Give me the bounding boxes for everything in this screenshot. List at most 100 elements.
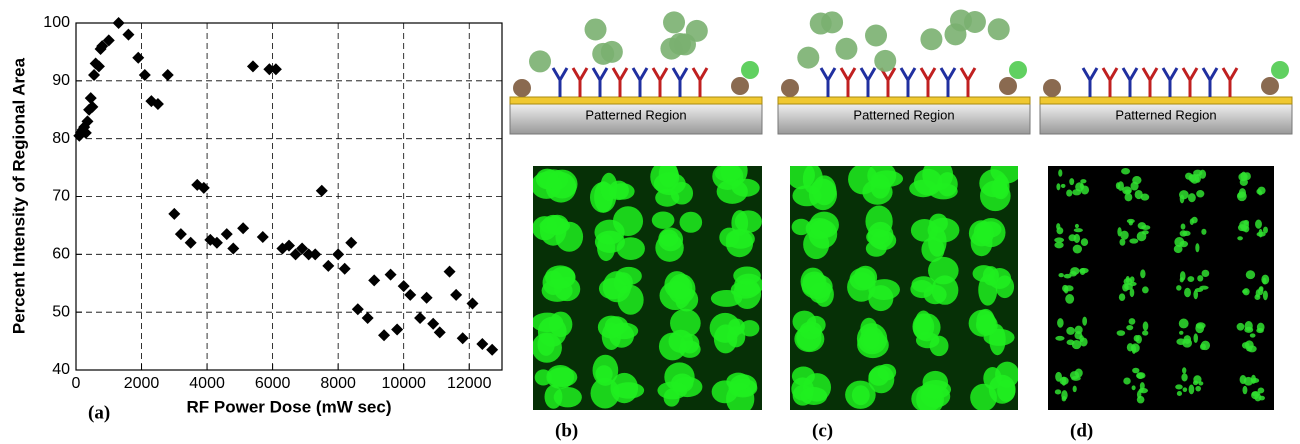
fluorescence [1202,270,1210,277]
fluorescence [1058,273,1063,277]
fluorescence [1258,387,1265,393]
fluorescence [650,161,679,193]
fluorescence [1189,384,1195,394]
point [168,208,180,220]
antibody [861,68,875,97]
fluorescence [1123,378,1130,385]
fluorescence [532,333,562,363]
point [486,344,498,356]
protein [1271,61,1289,79]
fluorescence [921,380,951,399]
fluorescence [1056,223,1060,230]
fluorescence [1055,389,1061,394]
fluorescence [1263,290,1268,300]
point [434,326,446,338]
panel-label: (a) [88,402,110,423]
fluorescence [1055,336,1064,341]
fluorescence [863,329,880,350]
point [257,231,269,243]
panel-label: (c) [812,420,833,441]
fluorescence [1181,224,1186,230]
fluorescence [866,229,889,245]
fluorescence [1081,238,1088,246]
fluorescence [1245,321,1253,331]
fluorescence [1069,271,1076,276]
fluorescence [1073,386,1077,393]
fluorescence [1241,224,1247,231]
protein [1043,79,1061,97]
x-tick-label: 8000 [320,375,356,392]
fluorescence [1130,276,1135,282]
point [139,69,151,81]
fluorescence [1194,333,1198,343]
gold-layer [510,97,762,104]
fluorescence [849,268,875,291]
fluorescence [680,212,703,233]
fluorescence [1177,391,1182,396]
fluorescence [1237,191,1247,201]
fluorescence [546,215,568,236]
point [427,318,439,330]
schematic-label: Patterned Region [585,107,686,122]
protein [529,50,551,72]
antibody [573,68,587,97]
fluorescence [726,373,750,391]
fluorescence [1057,318,1064,328]
protein [999,77,1017,95]
protein [781,79,799,97]
fluorescence [1129,318,1136,325]
point [391,324,403,336]
y-axis-label: Percent Intensity of Regional Area [9,57,28,334]
fluorescence [1142,330,1148,335]
point [450,289,462,301]
fluorescence [1142,286,1149,293]
antibody [901,68,915,97]
fluorescence [714,324,737,353]
fluorescence [1250,333,1256,337]
fluorescence [1055,372,1062,382]
fluorescence [1140,269,1145,278]
antibody [881,68,895,97]
protein [513,79,531,97]
antibody [613,68,627,97]
x-tick-label: 4000 [189,375,225,392]
protein [797,47,819,69]
fluorescence [1262,277,1266,284]
fluorescence [1066,189,1072,196]
antibody [841,68,855,97]
fluorescence [1240,375,1247,384]
micrograph [787,157,1022,415]
fluorescence [1080,268,1086,275]
x-axis-label: RF Power Dose (mW sec) [187,397,392,416]
fluorescence [1074,228,1083,232]
point [247,60,259,72]
fluorescence [1176,285,1181,291]
fluorescence [1126,325,1133,330]
fluorescence [1129,282,1136,286]
fluorescence [877,364,896,381]
fluorescence [1142,230,1149,234]
schematic-label: Patterned Region [1115,107,1216,122]
fluorescence [603,271,631,302]
micrograph [531,155,763,414]
point [132,52,144,64]
fluorescence [1179,241,1188,247]
fluorescence [1259,286,1264,291]
point [404,289,416,301]
antibody [1223,68,1237,97]
micrograph [1048,166,1274,410]
fluorescence [1191,217,1197,224]
fluorescence [1080,179,1086,183]
fluorescence [1135,190,1143,199]
fluorescence [598,316,625,339]
fluorescence [1061,390,1067,400]
fluorescence [1180,271,1186,281]
micrographs: (b)(c)(d) [531,155,1274,441]
point [385,269,397,281]
fluorescence [867,162,896,189]
fluorescence [1179,190,1189,199]
fluorescence [1181,373,1187,381]
fluorescence [655,189,679,207]
fluorescence [1182,367,1186,373]
